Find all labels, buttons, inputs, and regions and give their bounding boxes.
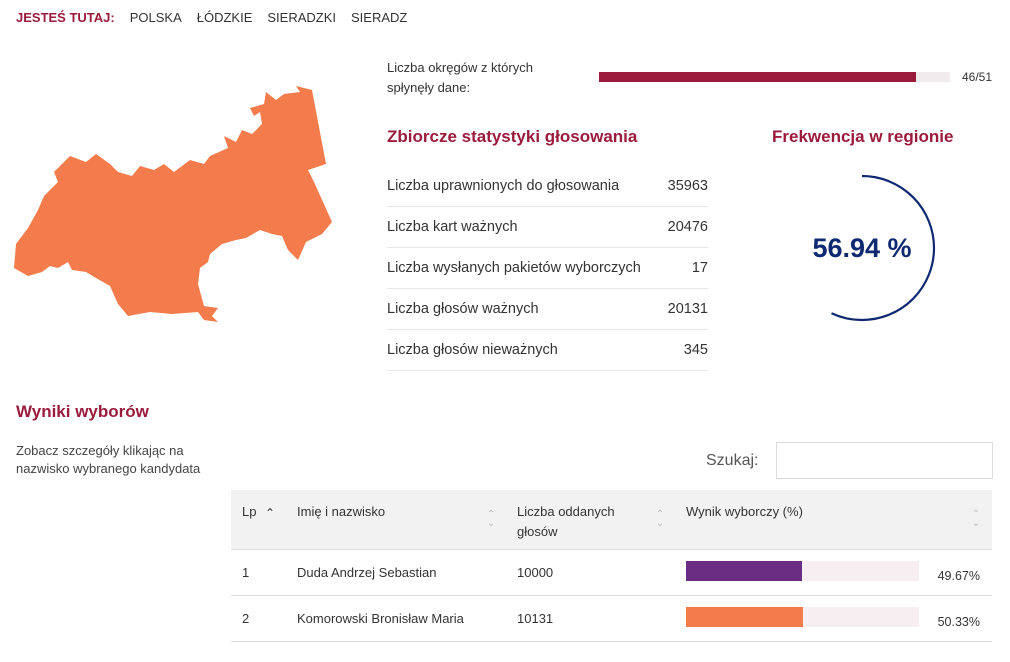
cell-votes: 10000 [517, 565, 554, 580]
stats-title: Zbiorcze statystyki głosowania [387, 127, 638, 146]
districts-progress-fill [599, 72, 916, 82]
breadcrumb-item-polska[interactable]: POLSKA [129, 10, 182, 25]
cell-votes: 10131 [517, 611, 554, 626]
stat-label: Liczba uprawnionych do głosowania [387, 178, 620, 194]
sort-toggle-icon[interactable]: ⌃ ⌄ [971, 509, 981, 529]
column-header-votes[interactable]: Liczba oddanych głosów [517, 502, 637, 542]
turnout-value: 56.94 % [812, 232, 912, 263]
stat-row: Liczba wysłanych pakietów wyborczych 17 [387, 248, 708, 289]
breadcrumb-item-lodzkie[interactable]: ŁÓDZKIE [196, 10, 253, 25]
stat-value: 20131 [667, 301, 708, 317]
column-header-result-label: Wynik wyborczy (%) [686, 504, 803, 519]
result-bar-track [686, 607, 919, 627]
column-header-lp[interactable]: Lp [242, 502, 256, 522]
result-bar-track [686, 561, 919, 581]
districts-progress-count: 46/51 [962, 70, 993, 84]
breadcrumb-here-label: JESTEŚ TUTAJ: [16, 10, 115, 25]
cell-lp: 1 [242, 565, 250, 580]
turnout-gauge [788, 174, 936, 322]
stat-row: Liczba głosów nieważnych 345 [387, 330, 708, 371]
stat-row: Liczba uprawnionych do głosowania 35963 [387, 166, 708, 207]
stat-label: Liczba kart ważnych [387, 219, 518, 235]
column-header-name[interactable]: Imię i nazwisko [297, 502, 385, 522]
column-header-result[interactable]: Wynik wyborczy (%) [686, 502, 803, 522]
districts-progress-label: Liczba okręgów z których spłynęły dane: [387, 60, 533, 95]
result-bar-fill [686, 561, 802, 581]
region-map [14, 86, 332, 322]
results-table: Lp ⌃ Imię i nazwisko ⌃ ⌄ Liczba oddanych … [231, 490, 992, 642]
sort-toggle-icon[interactable]: ⌃ ⌄ [655, 509, 665, 529]
turnout-title: Frekwencja w regionie [772, 127, 954, 146]
results-title: Wyniki wyborów [16, 402, 149, 421]
table-header: Lp ⌃ Imię i nazwisko ⌃ ⌄ Liczba oddanych … [231, 490, 992, 550]
sort-ascending-icon[interactable]: ⌃ [265, 506, 276, 520]
stat-value: 20476 [667, 219, 708, 235]
districts-progress: Liczba okręgów z których spłynęły dane: … [387, 58, 997, 98]
stat-value: 35963 [667, 178, 708, 194]
stat-label: Liczba głosów ważnych [387, 301, 539, 317]
search-input[interactable] [776, 442, 993, 479]
turnout-gauge-arc [788, 174, 936, 322]
region-shape [14, 86, 332, 322]
results-hint: Zobacz szczegóły klikając na nazwisko wy… [16, 443, 201, 476]
breadcrumb-item-sieradz[interactable]: SIERADZ [351, 10, 408, 25]
stats-list: Liczba uprawnionych do głosowania 35963 … [387, 166, 708, 371]
stat-label: Liczba wysłanych pakietów wyborczych [387, 260, 641, 276]
table-row: 1 Duda Andrzej Sebastian 10000 49.67% [231, 550, 992, 596]
column-header-lp-label: Lp [242, 504, 257, 519]
breadcrumb-item-sieradzki[interactable]: SIERADZKI [267, 10, 336, 25]
stat-label: Liczba głosów nieważnych [387, 342, 558, 358]
stat-value: 17 [691, 260, 708, 276]
cell-result-pct: 49.67% [937, 569, 980, 583]
breadcrumb: JESTEŚ TUTAJ: POLSKA ŁÓDZKIE SIERADZKI S… [16, 10, 407, 25]
stat-value: 345 [683, 342, 708, 358]
table-row: 2 Komorowski Bronisław Maria 10131 50.33… [231, 596, 992, 642]
search-label: Szukaj: [706, 452, 759, 469]
sort-toggle-icon[interactable]: ⌃ ⌄ [486, 509, 496, 529]
cell-lp: 2 [242, 611, 250, 626]
column-header-name-label: Imię i nazwisko [297, 504, 386, 519]
result-bar-fill [686, 607, 804, 627]
candidate-name-link[interactable]: Komorowski Bronisław Maria [297, 611, 464, 626]
stat-row: Liczba głosów ważnych 20131 [387, 289, 708, 330]
column-header-votes-label: Liczba oddanych głosów [517, 504, 615, 539]
candidate-name-link[interactable]: Duda Andrzej Sebastian [297, 565, 437, 580]
cell-result-pct: 50.33% [937, 615, 980, 629]
districts-progress-track [599, 72, 950, 82]
stat-row: Liczba kart ważnych 20476 [387, 207, 708, 248]
